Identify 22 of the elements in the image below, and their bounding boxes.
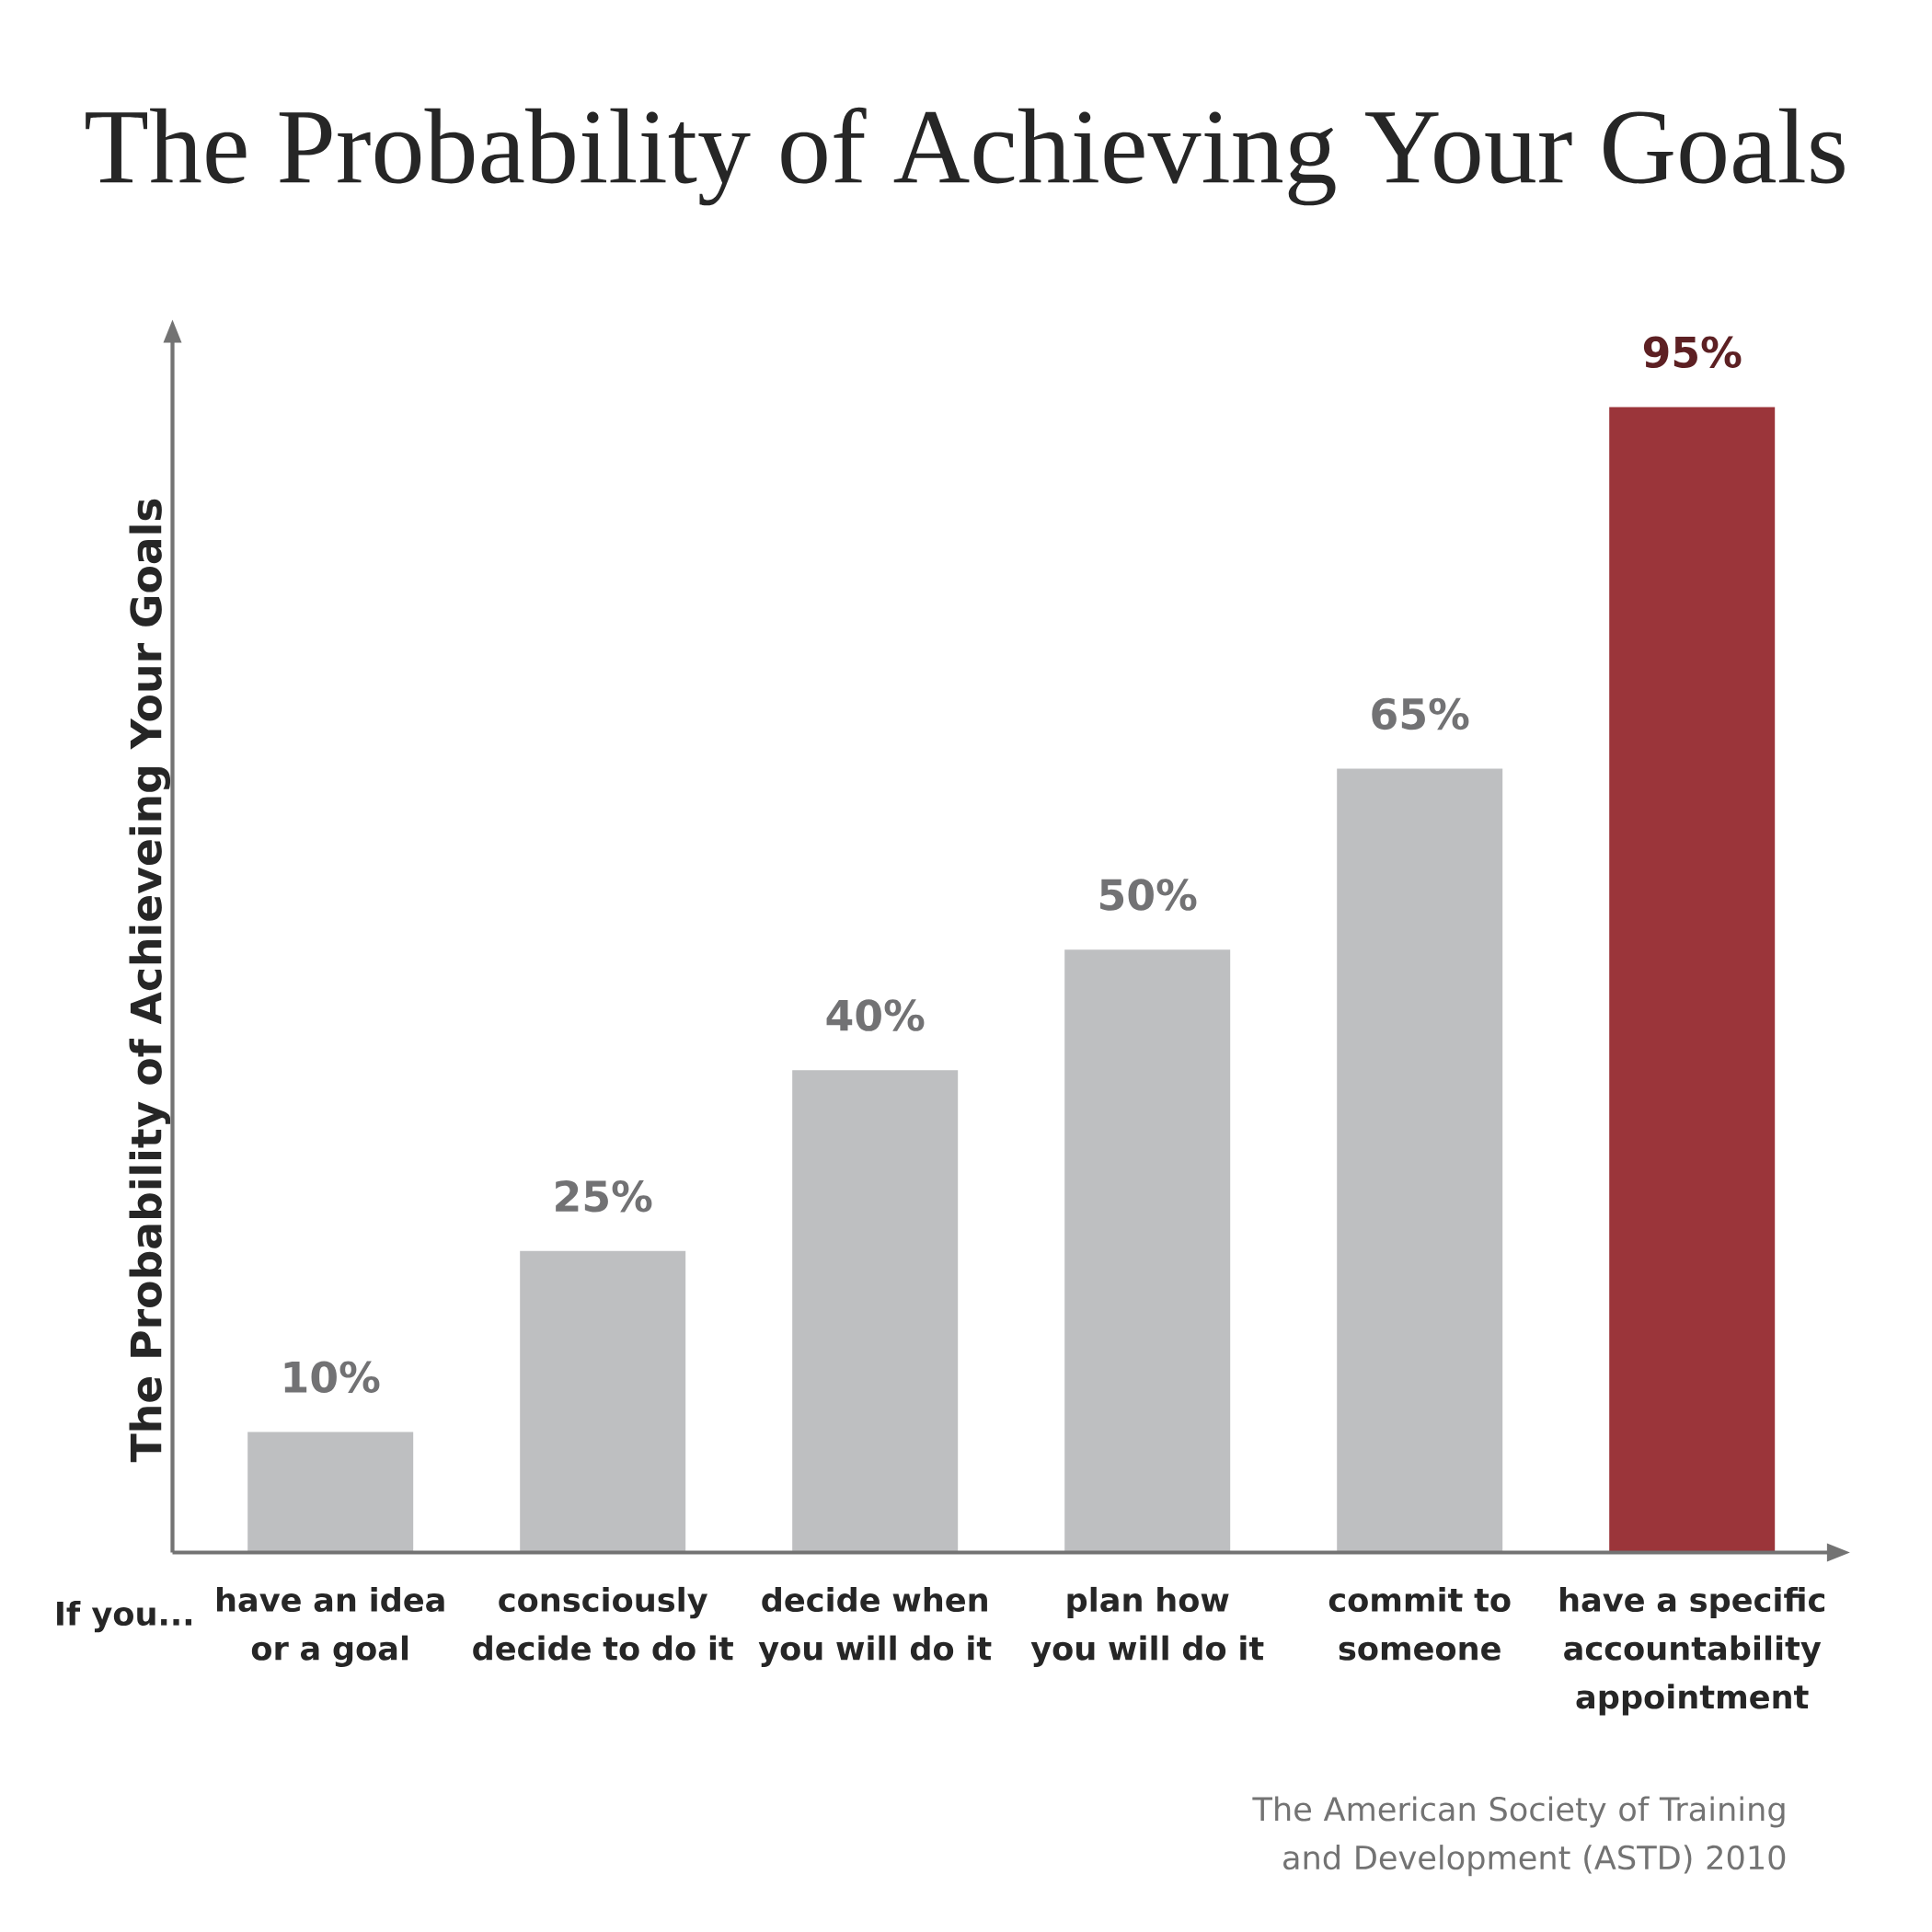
bar	[520, 1250, 686, 1553]
bar	[247, 1432, 414, 1553]
text: If you...	[57, 1600, 191, 1633]
x-tick-label: decide when you will do it	[758, 1586, 992, 1667]
bar	[1337, 768, 1503, 1553]
text: The American Society of Training and Development (ASTD) 2010	[1252, 1796, 1786, 1877]
data-label: 65%	[1372, 697, 1469, 730]
bar	[792, 1070, 959, 1553]
y-axis-title: The Probability of Achieveing Your Goals	[129, 499, 171, 1463]
data-label: 10%	[284, 1361, 380, 1394]
data-label: 25%	[556, 1179, 652, 1213]
data-label: 40%	[826, 999, 925, 1031]
x-tick-label: have a specific accountability appointment	[1560, 1586, 1825, 1716]
data-label: 50%	[1100, 879, 1197, 911]
x-tick-label: consciously decide to do it	[473, 1586, 733, 1661]
x-tick-label: have an idea or a goal	[216, 1586, 444, 1667]
x-tick-label: plan how you will do it	[1030, 1586, 1264, 1667]
data-label: 95%	[1643, 336, 1742, 369]
chart-title: The Probability of Achieving Your Goals	[86, 107, 1845, 206]
bar	[1064, 949, 1231, 1553]
bar	[1609, 407, 1776, 1553]
x-tick-label: commit to someone	[1328, 1586, 1511, 1661]
